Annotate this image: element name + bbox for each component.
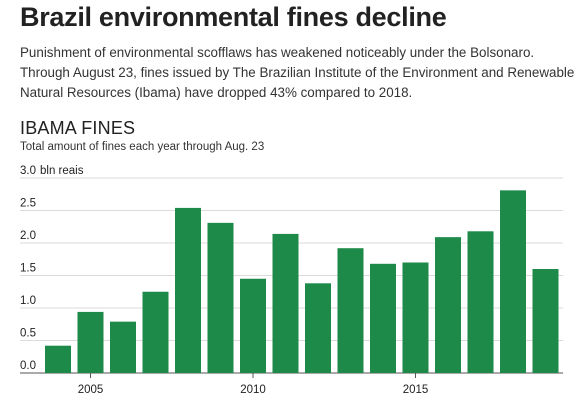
y-tick-label: 2.5	[20, 198, 36, 210]
dek-line: Through August 23, fines issued by The B…	[20, 65, 575, 80]
bar	[435, 237, 461, 373]
dek-line: Natural Resources (Ibama) have dropped 4…	[20, 85, 413, 100]
bar	[370, 263, 396, 373]
x-tick-label: 2010	[240, 384, 266, 396]
y-tick-label: 1.0	[20, 295, 36, 307]
bar	[77, 311, 104, 373]
bar	[175, 207, 201, 373]
y-unit-label: bln reais	[40, 165, 84, 177]
bar	[500, 190, 526, 373]
headline: Brazil environmental fines decline	[20, 2, 447, 32]
dek-line: Punishment of environmental scofflaws ha…	[20, 45, 535, 60]
bar	[532, 269, 559, 373]
bar	[142, 291, 169, 373]
x-tick-label: 2005	[78, 384, 104, 396]
bar	[402, 262, 429, 373]
bar	[110, 321, 136, 373]
chart-subtitle: Total amount of fines each year through …	[20, 141, 265, 153]
y-tick-label: 0.5	[20, 328, 36, 340]
bar-layer	[45, 190, 559, 373]
y-tick-label: 1.5	[20, 263, 36, 275]
label-layer: 0.0 0.5 1.0 1.5 2.0 2.5 3.0 bln reais 2005 2010 20…	[20, 165, 428, 396]
y-tick-label: 2.0	[20, 230, 36, 242]
bar	[207, 222, 234, 373]
dek: Punishment of environmental scofflaws ha…	[20, 43, 575, 103]
chart-title: IBAMA FINES	[20, 118, 136, 138]
bar	[272, 233, 299, 373]
bar	[305, 283, 331, 373]
bar	[467, 231, 494, 373]
y-tick-label: 3.0	[20, 165, 36, 177]
bar	[45, 345, 71, 373]
y-tick-label: 0.0	[20, 360, 36, 372]
x-tick-label: 2015	[403, 384, 429, 396]
bar	[337, 248, 364, 373]
bar	[240, 278, 266, 373]
